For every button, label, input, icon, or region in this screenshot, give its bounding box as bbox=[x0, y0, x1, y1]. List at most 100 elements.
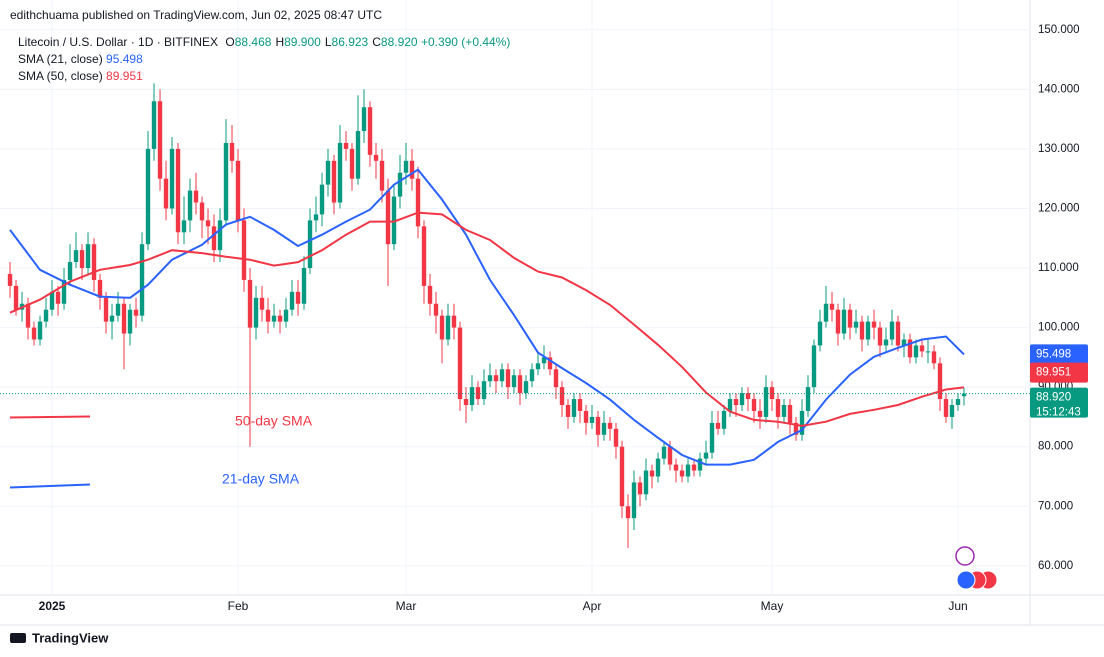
candle-body bbox=[187, 190, 193, 221]
y-tick-label: 100.000 bbox=[1038, 322, 1080, 334]
candle-body bbox=[451, 315, 457, 328]
candle-body bbox=[463, 399, 469, 406]
candle-body bbox=[223, 142, 229, 221]
candle-body bbox=[31, 327, 37, 340]
candle-body bbox=[121, 303, 127, 334]
candle-body bbox=[643, 470, 649, 495]
candle-body bbox=[655, 458, 661, 477]
candle-body bbox=[337, 142, 343, 203]
candle-body bbox=[109, 315, 115, 322]
candle-body bbox=[247, 279, 253, 328]
candle-body bbox=[289, 291, 295, 310]
annotation-line bbox=[9, 415, 91, 419]
candle-body bbox=[25, 303, 31, 328]
candle-body bbox=[445, 315, 451, 340]
candle-body bbox=[829, 303, 835, 310]
candle-body bbox=[127, 309, 133, 334]
candle-body bbox=[373, 154, 379, 161]
ohlc-key: O bbox=[225, 35, 235, 49]
candle-body bbox=[157, 101, 163, 179]
candle-body bbox=[631, 482, 637, 519]
candle-body bbox=[37, 321, 43, 340]
logo bbox=[10, 633, 26, 643]
candle-body bbox=[379, 160, 385, 191]
candle-body bbox=[487, 375, 493, 382]
candle-body bbox=[73, 250, 79, 263]
ohlc-key: C bbox=[372, 35, 381, 49]
candle-body bbox=[271, 315, 277, 322]
candle-body bbox=[85, 244, 91, 269]
event-icon[interactable] bbox=[956, 570, 976, 590]
candle-body bbox=[721, 410, 727, 429]
candle-body bbox=[805, 387, 811, 411]
candle-body bbox=[859, 321, 865, 340]
candle-body bbox=[469, 387, 475, 406]
x-tick-label: Feb bbox=[228, 599, 249, 613]
candle-body bbox=[607, 422, 613, 429]
legend-name: SMA (21, close) bbox=[18, 52, 103, 66]
ohlc: O88.468 H89.900 L86.923 C88.920 bbox=[221, 35, 417, 49]
candle-body bbox=[949, 405, 955, 417]
candle-body bbox=[817, 321, 823, 346]
candle-body bbox=[115, 303, 121, 316]
candle-body bbox=[409, 160, 415, 179]
candle-body bbox=[217, 220, 223, 251]
candle-body bbox=[883, 339, 889, 346]
candle-body bbox=[79, 250, 85, 269]
candle-body bbox=[367, 107, 373, 155]
candle-body bbox=[499, 369, 505, 382]
legend-row: SMA (50, close) 89.951 bbox=[18, 69, 143, 83]
candle-body bbox=[541, 357, 547, 364]
candle-body bbox=[493, 375, 499, 382]
annotation-line bbox=[9, 483, 91, 489]
x-tick-label: Mar bbox=[396, 599, 417, 613]
change: +0.390 (+0.44%) bbox=[420, 35, 511, 49]
candle-body bbox=[895, 321, 901, 346]
ohlc-value: 86.923 bbox=[331, 35, 369, 49]
x-tick-label: Jun bbox=[948, 599, 967, 613]
candle-body bbox=[835, 309, 841, 334]
candle-body bbox=[439, 315, 445, 340]
candle-body bbox=[889, 321, 895, 340]
candle-body bbox=[583, 410, 589, 423]
candle-body bbox=[931, 351, 937, 364]
candle-body bbox=[709, 422, 715, 453]
candle-body bbox=[961, 393, 967, 397]
sma-line bbox=[9, 211, 965, 427]
x-tick-label: 2025 bbox=[39, 599, 66, 613]
y-tick-label: 80.000 bbox=[1038, 441, 1073, 453]
candle-body bbox=[673, 464, 679, 471]
candle-body bbox=[703, 452, 709, 459]
ohlc-key: L bbox=[324, 35, 332, 49]
candle-body bbox=[193, 190, 199, 203]
y-tick-label: 70.000 bbox=[1038, 500, 1073, 512]
candle-body bbox=[637, 482, 643, 495]
legend-name: SMA (50, close) bbox=[18, 69, 103, 83]
candle-body bbox=[385, 190, 391, 245]
candle-body bbox=[235, 160, 241, 221]
candle-body bbox=[901, 339, 907, 346]
candle-body bbox=[691, 464, 697, 471]
candle-body bbox=[511, 375, 517, 388]
candle-body bbox=[589, 416, 595, 423]
candle-body bbox=[349, 148, 355, 179]
candle-body bbox=[91, 244, 97, 280]
candle-body bbox=[919, 345, 925, 352]
candle-body bbox=[793, 422, 799, 435]
symbol: Litecoin / U.S. Dollar · 1D · BITFINEX bbox=[18, 35, 219, 49]
candle-body bbox=[205, 220, 211, 227]
candle-body bbox=[535, 363, 541, 370]
candle-body bbox=[265, 309, 271, 322]
candle-body bbox=[295, 291, 301, 304]
ohlc-key: H bbox=[275, 35, 285, 49]
candle-body bbox=[421, 226, 427, 286]
candle-body bbox=[871, 321, 877, 328]
plot: 150.000 140.000 130.000 120.000 110.000 100.0… bbox=[0, 0, 1088, 613]
legend-value: 95.498 bbox=[106, 52, 143, 66]
candle-body bbox=[199, 202, 205, 221]
candle-body bbox=[301, 268, 307, 304]
candle-body bbox=[661, 446, 667, 459]
ohlc-value: 89.900 bbox=[284, 35, 321, 49]
event-icon[interactable] bbox=[955, 546, 975, 566]
y-tick-label: 140.000 bbox=[1038, 83, 1080, 95]
